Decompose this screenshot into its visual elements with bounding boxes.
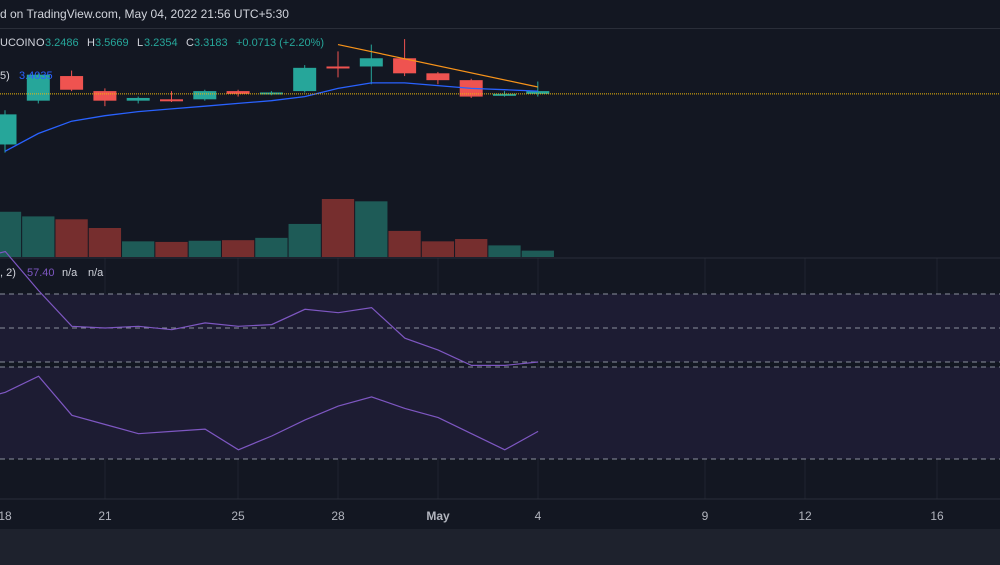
x-axis-ticks: 18 21 25 28 May 4 9 12 16 [0, 509, 944, 523]
volume-bar [355, 201, 388, 257]
moving-average-line [4, 82, 538, 152]
bottom-toolbar [0, 529, 1000, 565]
top-bar: d on TradingView.com, May 04, 2022 21:56… [0, 0, 1000, 29]
candle-body [359, 58, 383, 67]
volume-bar [188, 240, 221, 257]
x-tick-label: 9 [702, 509, 709, 523]
volume-bar [255, 237, 288, 257]
candle-body [493, 93, 516, 96]
x-tick-label: 28 [331, 509, 345, 523]
candle-body [293, 67, 317, 92]
candle-body [526, 91, 550, 94]
legend-high-label: H [87, 37, 95, 49]
legend-low-label: L [137, 37, 143, 49]
oscillator-2-band [0, 367, 1000, 459]
oscillator-1-levels [0, 293, 1000, 363]
volume-bar [155, 241, 188, 257]
candle-body [126, 97, 150, 101]
oscillator-1-line [0, 250, 539, 366]
legend-open-label: O [36, 37, 45, 49]
x-tick-label: 12 [798, 509, 812, 523]
candle-body [326, 66, 350, 69]
x-tick-label: 21 [98, 509, 112, 523]
candle-body [193, 91, 217, 100]
volume-bar [488, 245, 521, 257]
volume-bar [388, 230, 421, 257]
legend-osc-label: , 2) [0, 267, 16, 279]
legend-close-label: C [186, 37, 194, 49]
oscillator-2-line [0, 375, 539, 451]
volume-bar [22, 216, 55, 257]
x-tick-label: 25 [231, 509, 245, 523]
legend-ma-label: 5) [0, 70, 10, 82]
legend-osc-value: 57.40 [27, 267, 55, 279]
volume-bar [88, 228, 122, 257]
candle-body [226, 91, 250, 94]
candle-body [259, 92, 283, 95]
candle-body [0, 114, 17, 145]
volume-bar [122, 241, 155, 257]
trend-line[interactable] [337, 43, 538, 88]
published-caption: d on TradingView.com, May 04, 2022 21:56… [0, 7, 289, 21]
x-tick-label: 16 [930, 509, 944, 523]
legend-osc-na-2: n/a [88, 267, 104, 279]
legend-osc-na-1: n/a [62, 267, 78, 279]
volume-bar [421, 241, 455, 257]
volume-bar [321, 199, 355, 257]
volume-bar [521, 250, 554, 257]
legend-change: +0.0713 (+2.20%) [236, 37, 324, 49]
volume-bars [0, 199, 554, 257]
volume-bar [55, 219, 88, 257]
candle-body [93, 91, 117, 101]
volume-bar [0, 211, 22, 257]
osc-2-band-fill [0, 367, 1000, 459]
price-pane [0, 29, 1000, 258]
volume-bar [288, 223, 321, 257]
candle-body [160, 99, 183, 102]
legend-close-value: 3.3183 [194, 37, 228, 49]
pane-separators [0, 29, 1000, 500]
x-tick-label: May [426, 509, 450, 523]
candle-body [426, 73, 450, 81]
x-tick-label: 18 [0, 509, 12, 523]
legend-low-value: 3.2354 [144, 37, 178, 49]
legend-high-value: 3.5669 [95, 37, 129, 49]
legend-open-value: 3.2486 [45, 37, 79, 49]
candle-body [60, 76, 84, 90]
candle-body [393, 58, 417, 74]
x-tick-label: 4 [535, 509, 542, 523]
oscillator-2-levels [0, 366, 1000, 460]
legend-ma-value: 3.4035 [19, 70, 53, 82]
legend-symbol: UCOIN [0, 37, 36, 49]
volume-bar [455, 239, 488, 257]
volume-bar [221, 240, 255, 257]
